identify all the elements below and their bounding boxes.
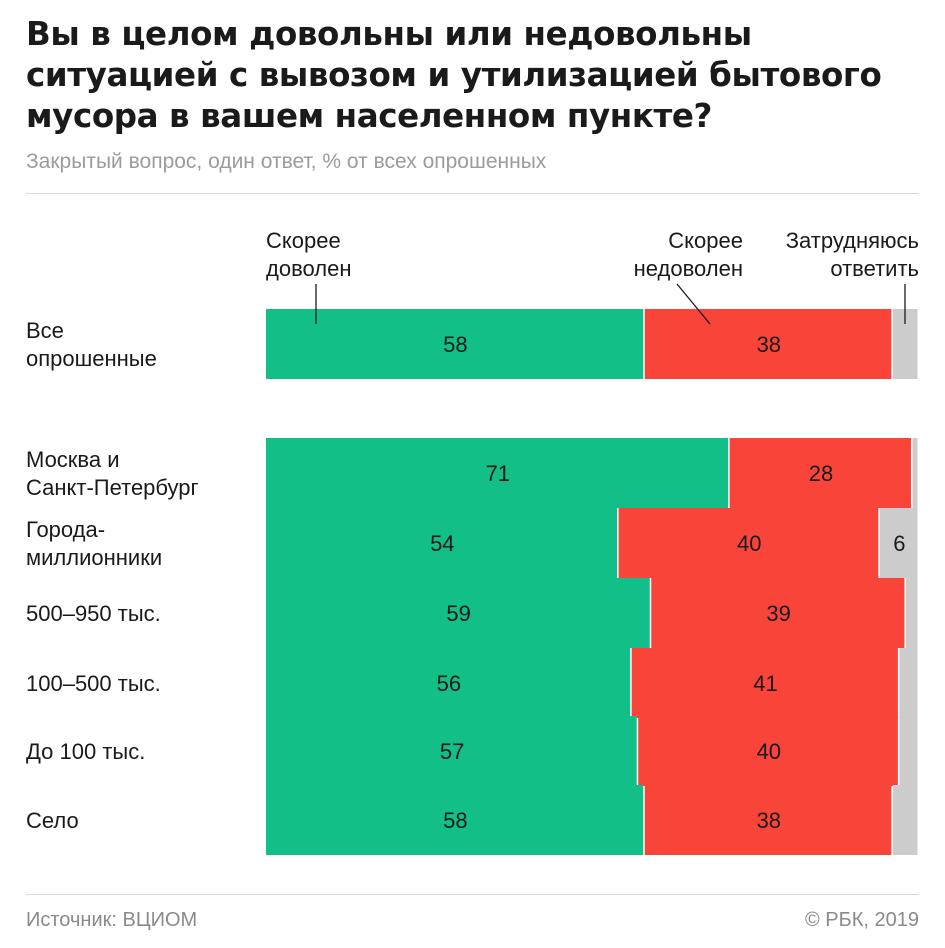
chart-title: Вы в целом довольны или недовольны ситуа… [26, 15, 882, 135]
value-label-dissatisfied-5: 40 [757, 739, 781, 764]
legend-leader-dissatisfied [676, 283, 711, 325]
bar-undecided-4 [899, 648, 918, 718]
source-note: Источник: ВЦИОМ [26, 909, 198, 931]
bar-satisfied-1 [266, 438, 729, 508]
category-label-5: До 100 тыс. [26, 739, 145, 764]
value-label-dissatisfied-2: 40 [737, 531, 761, 556]
bar-satisfied-6 [266, 785, 644, 855]
top-divider [26, 193, 919, 194]
bar-undecided-5 [899, 716, 918, 786]
value-label-satisfied-4: 56 [437, 671, 461, 696]
bar-undecided-3 [905, 578, 918, 648]
bar-undecided-1 [912, 438, 918, 508]
bar-undecided-2 [879, 508, 918, 578]
value-label-satisfied-5: 57 [440, 739, 464, 764]
category-label-2: Города-миллионники [26, 517, 162, 570]
bar-dissatisfied-0 [644, 309, 892, 379]
value-label-satisfied-1: 71 [486, 461, 510, 486]
bar-dissatisfied-4 [631, 648, 898, 718]
legend-label-dissatisfied: Скорее недоволен [634, 228, 743, 281]
bar-dissatisfied-3 [651, 578, 905, 648]
category-label-0: Все опрошенные [26, 318, 157, 371]
bar-dissatisfied-1 [729, 438, 911, 508]
value-label-dissatisfied-4: 41 [753, 671, 777, 696]
bar-undecided-6 [892, 785, 918, 855]
category-label-1: Москва и Санкт-Петербург [26, 447, 199, 500]
bar-dissatisfied-6 [644, 785, 892, 855]
bar-satisfied-3 [266, 578, 650, 648]
value-label-satisfied-6: 58 [443, 808, 467, 833]
value-label-satisfied-2: 54 [430, 531, 454, 556]
bar-satisfied-2 [266, 508, 618, 578]
bar-satisfied-0 [266, 309, 644, 379]
category-label-4: 100–500 тыс. [26, 671, 161, 696]
bar-dissatisfied-2 [618, 508, 879, 578]
value-label-dissatisfied-6: 38 [757, 808, 781, 833]
category-label-6: Село [26, 808, 79, 833]
bar-satisfied-4 [266, 648, 631, 718]
legend-label-undecided: Затрудняюсь ответить [786, 228, 919, 281]
value-label-undecided-2: 6 [893, 531, 905, 556]
value-label-satisfied-0: 58 [443, 332, 467, 357]
value-label-satisfied-3: 59 [446, 601, 470, 626]
copyright-note: © РБК, 2019 [804, 909, 919, 931]
bottom-divider [26, 894, 919, 895]
legend-label-satisfied: Скорее доволен [266, 228, 352, 281]
chart-subtitle: Закрытый вопрос, один ответ, % от всех о… [26, 150, 547, 173]
value-label-dissatisfied-3: 39 [766, 601, 790, 626]
bar-satisfied-5 [266, 716, 637, 786]
value-label-dissatisfied-0: 38 [757, 332, 781, 357]
bar-dissatisfied-5 [638, 716, 898, 786]
category-label-3: 500–950 тыс. [26, 601, 161, 626]
value-label-dissatisfied-1: 28 [809, 461, 833, 486]
